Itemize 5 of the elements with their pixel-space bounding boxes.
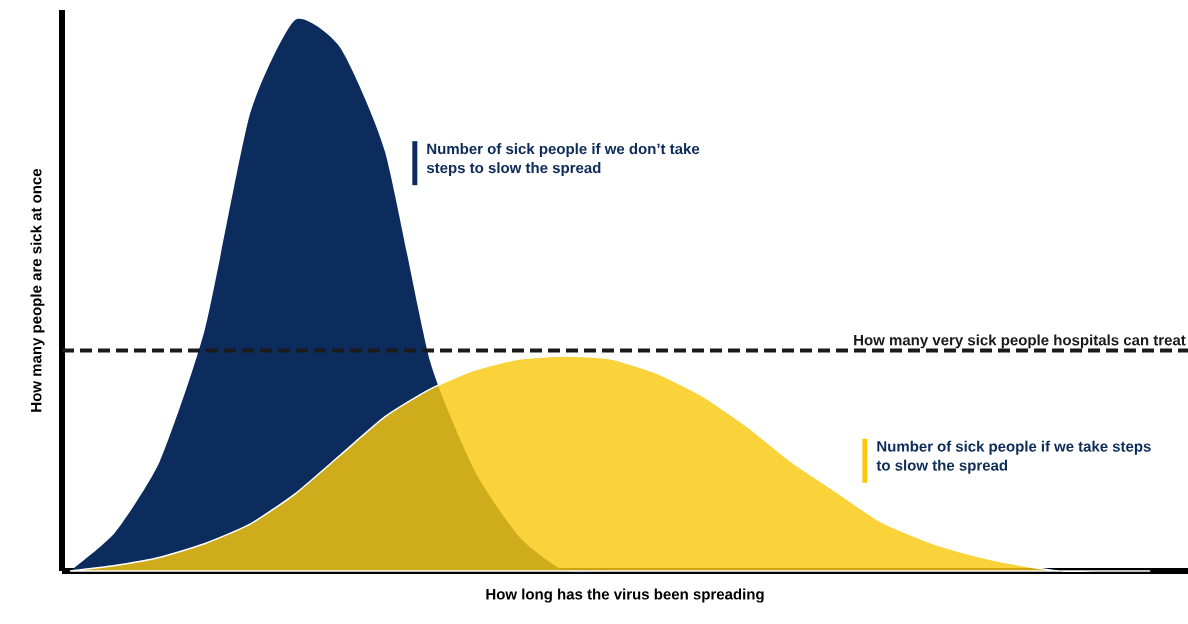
ref-line-label: How many very sick people hospitals can treat xyxy=(854,334,1186,349)
x-axis-title: How long has the virus been spreading xyxy=(486,588,764,603)
y-axis-title: How many people are sick at once xyxy=(30,168,45,412)
text: Number of sick people if we take steps to slow the spread xyxy=(876,440,1151,474)
text: Number of sick people if we don’t take steps to slow the spread xyxy=(426,143,700,177)
